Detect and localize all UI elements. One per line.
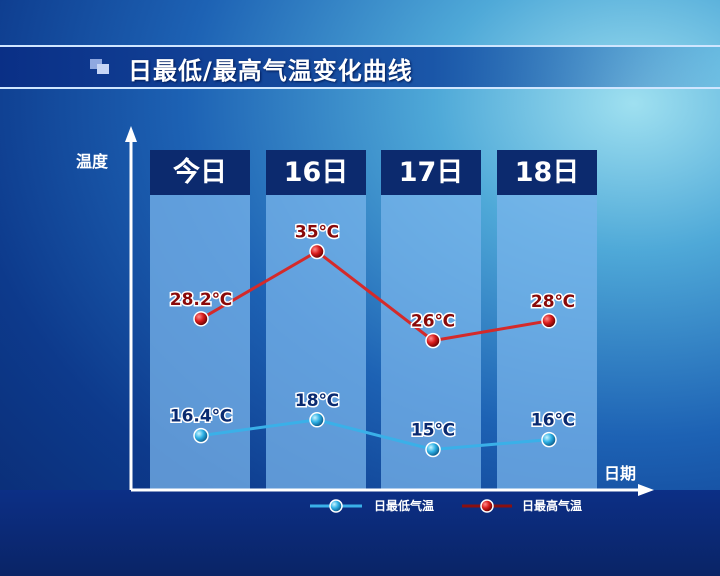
x-tick-label: 18日	[497, 150, 597, 195]
x-axis-arrow-icon	[638, 484, 654, 496]
data-point	[193, 427, 209, 444]
y-axis-arrow-icon	[125, 126, 137, 142]
data-label: 28℃	[531, 292, 575, 312]
legend-label-low: 日最低气温	[374, 499, 435, 513]
series-line-0	[200, 418, 550, 452]
bottom-band	[0, 490, 720, 576]
data-point	[309, 412, 325, 428]
data-label: 18℃	[295, 391, 339, 411]
x-tick-label: 16日	[266, 150, 366, 195]
data-label: 35℃	[295, 223, 339, 243]
data-point	[309, 243, 325, 260]
x-axis-label: 日期	[604, 464, 637, 483]
data-point	[193, 311, 209, 327]
chart-title: 日最低/最高气温变化曲线	[128, 57, 413, 85]
legend-label-high: 日最高气温	[522, 499, 583, 513]
data-point	[425, 332, 441, 349]
title-bar: 日最低/最高气温变化曲线	[0, 45, 720, 89]
series-line-1	[200, 249, 550, 343]
legend-marker-low	[329, 499, 343, 513]
title-squares-icon	[97, 64, 109, 74]
data-label: 28.2℃	[170, 290, 233, 310]
data-point	[425, 441, 441, 458]
data-point	[541, 431, 557, 448]
title-squares-icon	[90, 59, 102, 69]
data-label: 26℃	[411, 312, 455, 332]
data-point	[541, 313, 557, 329]
legend-marker-high	[480, 499, 494, 513]
data-label: 16.4℃	[170, 407, 233, 427]
data-label: 16℃	[531, 411, 575, 431]
x-tick-label: 今日	[150, 150, 250, 195]
y-axis-label: 温度	[76, 152, 109, 171]
x-tick-label: 17日	[381, 150, 481, 195]
data-label: 15℃	[411, 421, 455, 441]
legend	[310, 499, 512, 513]
